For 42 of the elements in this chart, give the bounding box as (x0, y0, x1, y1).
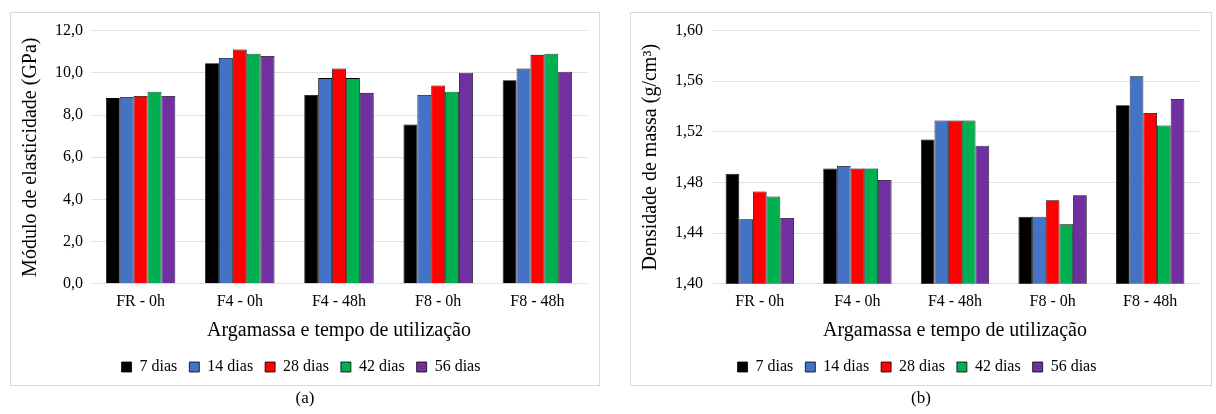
x-tick-label: F4 - 48h (311, 291, 367, 309)
y-tick-label: 6,0 (63, 147, 83, 165)
y-axis-title: Densidade de massa (g/cm³) (638, 43, 662, 271)
x-tick-label: F4 - 0h (216, 291, 263, 309)
legend-label: 28 dias (899, 357, 945, 375)
y-tick-label: 2,0 (63, 231, 83, 249)
bar (304, 94, 319, 284)
x-tick-label: F8 - 48h (510, 291, 565, 309)
text: (b) (910, 388, 932, 408)
x-tick-label: F4 - 48h (927, 291, 983, 309)
y-tick-label: 10,0 (55, 63, 83, 80)
x-axis-title: Argamassa e tempo de utilização (823, 318, 1087, 342)
x-tick-label: FR - 0h (116, 291, 166, 309)
y-tick-label: 1,40 (675, 274, 703, 291)
legend-label: 7 dias (755, 357, 794, 375)
bar (502, 80, 517, 284)
y-tick-label: 0,0 (63, 274, 83, 291)
legend-label: 56 dias (434, 357, 481, 375)
legend-label: 42 dias (358, 357, 405, 375)
y-tick-label: 1,56 (675, 71, 703, 89)
legend-label: 14 dias (823, 357, 870, 375)
legend-label: 28 dias (283, 357, 329, 375)
x-tick-label: F8 - 48h (1123, 291, 1178, 309)
y-tick-label: 1,60 (675, 20, 703, 38)
x-tick-label: FR - 0h (735, 291, 785, 309)
x-axis-title: Argamassa e tempo de utilização (207, 318, 471, 342)
y-axis-title: Módulo de elasticidade (GPa) (18, 37, 42, 277)
text: (a) (294, 388, 316, 408)
x-tick-label: F8 - 0h (1029, 291, 1076, 309)
y-tick-label: 1,52 (675, 122, 703, 140)
legend-label: 42 dias (974, 357, 1021, 375)
x-tick-label: F4 - 0h (834, 291, 881, 309)
x-tick-label: F8 - 0h (415, 291, 462, 309)
legend-label: 7 dias (139, 357, 178, 375)
bar (403, 124, 418, 284)
y-tick-label: 1,48 (675, 172, 703, 190)
legend-label: 56 dias (1050, 357, 1097, 375)
legend-label: 14 dias (207, 357, 254, 375)
y-tick-label: 12,0 (55, 20, 83, 38)
y-tick-label: 4,0 (63, 189, 83, 207)
y-tick-label: 8,0 (63, 105, 83, 123)
y-tick-label: 1,44 (675, 223, 703, 241)
